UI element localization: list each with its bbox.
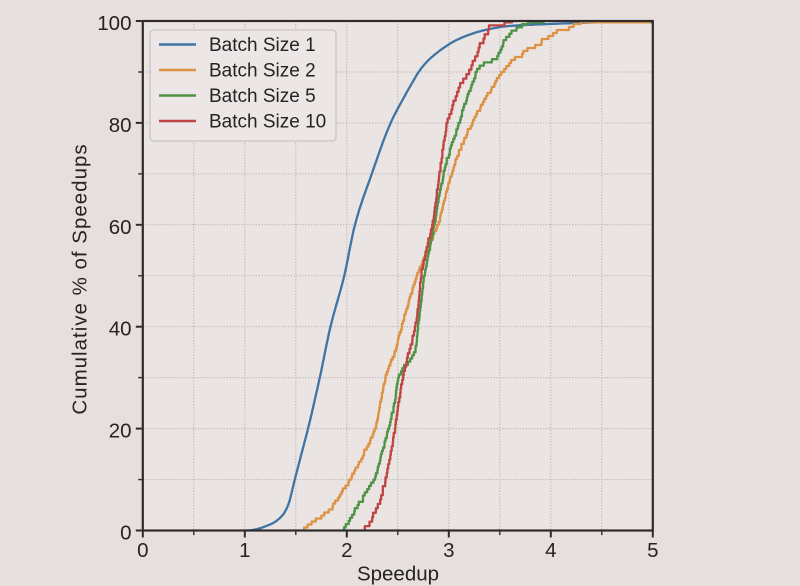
svg-text:2: 2 [341,539,352,562]
svg-text:Cumulative % of Speedups: Cumulative % of Speedups [69,143,92,414]
svg-text:1: 1 [239,539,250,562]
svg-text:4: 4 [545,539,556,562]
svg-text:40: 40 [109,318,132,341]
svg-text:3: 3 [443,539,454,562]
svg-text:Batch Size 5: Batch Size 5 [209,86,316,107]
svg-text:Speedup: Speedup [357,563,439,586]
svg-text:80: 80 [109,114,132,137]
svg-text:20: 20 [109,420,132,443]
svg-text:0: 0 [120,522,131,545]
svg-text:Batch Size 10: Batch Size 10 [209,111,326,132]
svg-text:5: 5 [647,539,658,562]
svg-text:100: 100 [97,12,131,35]
svg-text:60: 60 [109,216,132,239]
svg-text:Batch Size 2: Batch Size 2 [209,60,316,81]
svg-text:Batch Size 1: Batch Size 1 [209,35,316,56]
svg-text:0: 0 [137,539,148,562]
